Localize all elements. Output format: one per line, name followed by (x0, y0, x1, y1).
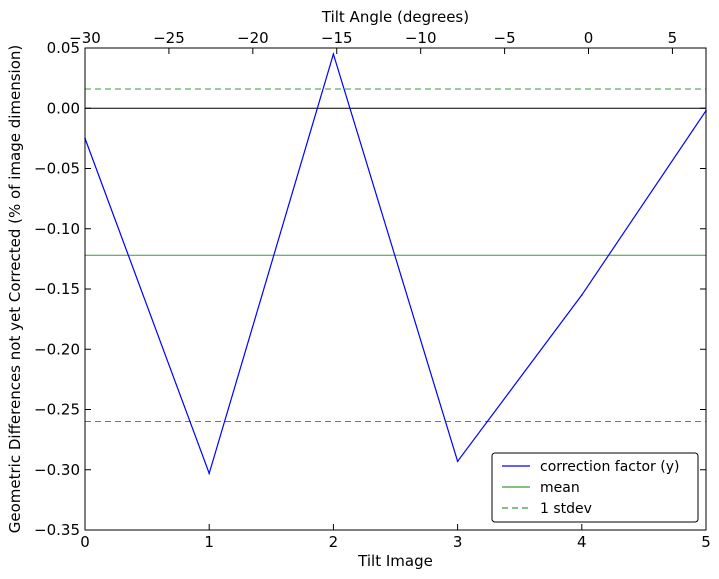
x-tick-label: 2 (329, 533, 339, 551)
top-x-tick-label: −10 (405, 29, 437, 47)
legend-label: correction factor (y) (540, 459, 679, 475)
data-point (208, 472, 210, 475)
top-x-tick-label: 5 (668, 29, 678, 47)
y-tick-label: −0.30 (34, 461, 80, 479)
x-tick-label: 3 (453, 533, 463, 551)
data-point (456, 460, 459, 463)
y-axis-label: Geometric Differences not yet Corrected … (6, 45, 24, 534)
y-tick-label: −0.15 (34, 280, 80, 298)
reference-lines (85, 88, 706, 423)
top-x-tick-label: −5 (494, 29, 516, 47)
data-point (332, 53, 335, 55)
data-point (581, 294, 583, 296)
top-x-tick-label: −30 (69, 29, 101, 47)
x-tick-label: 1 (204, 533, 214, 551)
y-tick-label: −0.10 (34, 220, 80, 238)
legend-label: 1 stdev (540, 501, 592, 517)
y-tick-label: −0.35 (34, 521, 80, 539)
legend: correction factor (y) mean 1 stdev (491, 452, 699, 523)
top-x-tick-label: −20 (237, 29, 269, 47)
top-x-tick-label: −15 (321, 29, 353, 47)
ticks-layer: 0 1 2 3 4 5 −30 −25 −20 −15 −10 −5 0 5 0.05 0.00 −0.05 −0… (34, 29, 711, 551)
y-tick-label: 0.00 (47, 99, 80, 117)
y-tick-label: 0.05 (47, 39, 80, 57)
y-tick-label: −0.05 (34, 160, 80, 178)
legend-box (491, 452, 699, 523)
y-tick-label: −0.25 (34, 401, 80, 419)
top-x-tick-label: 0 (584, 29, 594, 47)
legend-label: mean (540, 480, 580, 496)
x-axis-label: Tilt Image (357, 552, 433, 570)
top-x-tick-label: −25 (153, 29, 185, 47)
series-layer (84, 51, 707, 476)
y-tick-label: −0.20 (34, 340, 80, 358)
x-tick-label: 0 (80, 533, 90, 551)
top-axis-label: Tilt Angle (degrees) (321, 8, 469, 26)
x-tick-label: 4 (577, 533, 587, 551)
series-line-0 (84, 51, 707, 476)
x-tick-label: 5 (701, 533, 711, 551)
